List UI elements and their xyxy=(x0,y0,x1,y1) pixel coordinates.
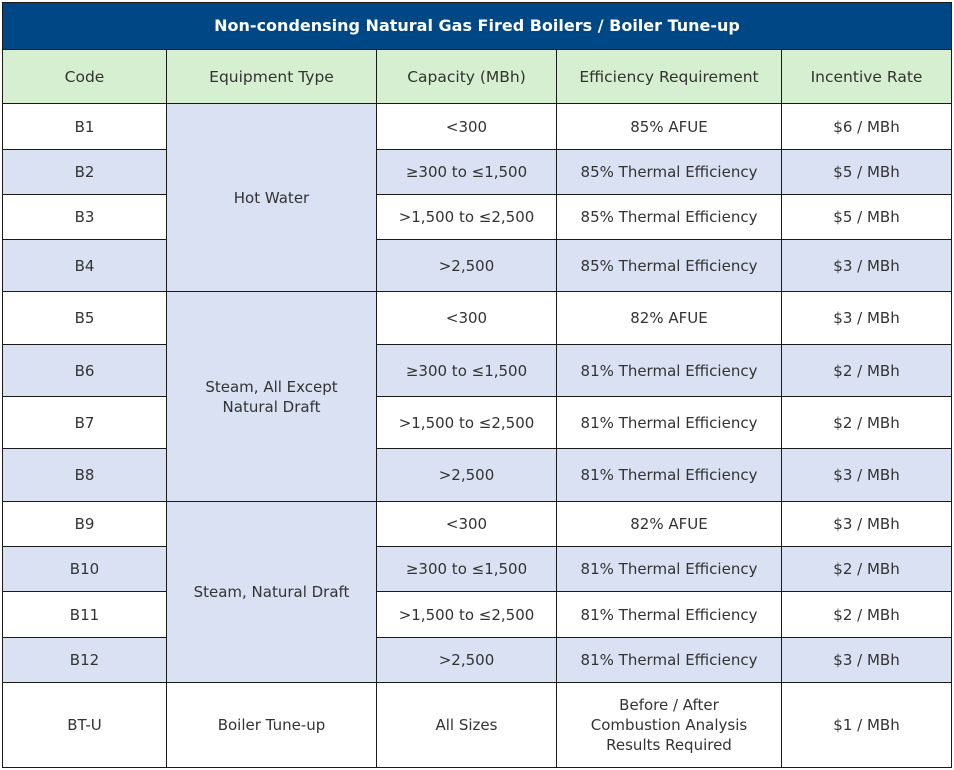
table-row: B2 ≥300 to ≤1,500 85% Thermal Efficiency $5… xyxy=(2,149,953,195)
efficiency-cell: 81% Thermal Efficiency xyxy=(556,637,782,683)
equipment-type-cell: Steam, Natural Draft xyxy=(166,501,377,683)
table-title: Non-condensing Natural Gas Fired Boilers… xyxy=(1,2,953,50)
incentive-rate-cell: $2 / MBh xyxy=(780,546,953,592)
efficiency-cell: 82% AFUE xyxy=(556,501,782,547)
incentive-rate-cell: $2 / MBh xyxy=(780,344,953,397)
efficiency-cell: 81% Thermal Efficiency xyxy=(556,344,782,397)
table-row: B1 Hot Water <300 85% AFUE $6 / MBh xyxy=(2,103,953,292)
table-row: B10 ≥300 to ≤1,500 81% Thermal Efficiency $… xyxy=(2,546,953,592)
capacity-cell: >1,500 to ≤2,500 xyxy=(376,396,557,449)
code-cell: B8 xyxy=(2,448,167,502)
incentive-rate-cell: $2 / MBh xyxy=(780,396,953,449)
incentive-rate-cell: $3 / MBh xyxy=(780,291,953,345)
capacity-cell: >2,500 xyxy=(376,448,557,502)
table-row: B8 >2,500 81% Thermal Efficiency $3 / MBh xyxy=(2,448,953,502)
code-cell: B6 xyxy=(2,344,167,397)
capacity-cell: ≥300 to ≤1,500 xyxy=(376,344,557,397)
efficiency-cell: 85% Thermal Efficiency xyxy=(556,149,782,195)
table-row: B4 >2,500 85% Thermal Efficiency $3 / MBh xyxy=(2,239,953,292)
efficiency-cell: 82% AFUE xyxy=(556,291,782,345)
efficiency-cell: 81% Thermal Efficiency xyxy=(556,448,782,502)
code-cell: B12 xyxy=(2,637,167,683)
table-row: B11 >1,500 to ≤2,500 81% Thermal Efficienc… xyxy=(2,591,953,638)
incentive-rate-cell: $6 / MBh xyxy=(780,103,953,150)
equipment-type-cell: Hot Water xyxy=(166,103,377,292)
capacity-cell: ≥300 to ≤1,500 xyxy=(376,149,557,195)
capacity-cell: >2,500 xyxy=(376,239,557,292)
capacity-cell: <300 xyxy=(376,103,557,150)
table-row: B3 >1,500 to ≤2,500 85% Thermal Efficiency… xyxy=(2,194,953,240)
incentive-rate-cell: $2 / MBh xyxy=(780,591,953,638)
code-cell: B11 xyxy=(2,591,167,638)
code-cell: B7 xyxy=(2,396,167,449)
equipment-type-cell: Steam, All Except Natural Draft xyxy=(166,291,377,502)
table-body: B1 Hot Water <300 85% AFUE $6 / MBh B2 ≥300 to… xyxy=(2,103,953,768)
efficiency-cell: 85% AFUE xyxy=(556,103,782,150)
table-row: B9 Steam, Natural Draft <300 82% AFUE $3 / M… xyxy=(2,501,953,683)
code-cell: B1 xyxy=(2,103,167,150)
incentive-rate-cell: $3 / MBh xyxy=(780,239,953,292)
code-cell: B2 xyxy=(2,149,167,195)
capacity-cell: >1,500 to ≤2,500 xyxy=(376,591,557,638)
incentive-rate-cell: $3 / MBh xyxy=(780,448,953,502)
capacity-cell: ≥300 to ≤1,500 xyxy=(376,546,557,592)
header-row: Code Equipment Type Capacity (MBh) Efficien… xyxy=(2,49,953,104)
code-cell: B4 xyxy=(2,239,167,292)
code-cell: B3 xyxy=(2,194,167,240)
column-header-code: Code xyxy=(2,49,167,104)
capacity-cell: >2,500 xyxy=(376,637,557,683)
capacity-cell: <300 xyxy=(376,291,557,345)
capacity-cell: >1,500 to ≤2,500 xyxy=(376,194,557,240)
equipment-type-cell: Boiler Tune-up xyxy=(166,682,377,768)
column-header-efficiency-requirement: Efficiency Requirement xyxy=(556,49,782,104)
table-row: BT-U Boiler Tune-up All Sizes Before / Afte… xyxy=(2,682,953,768)
efficiency-cell: 81% Thermal Efficiency xyxy=(556,591,782,638)
column-header-equipment-type: Equipment Type xyxy=(166,49,377,104)
table-row: B12 >2,500 81% Thermal Efficiency $3 / MBh xyxy=(2,637,953,683)
code-cell: BT-U xyxy=(2,682,167,768)
column-header-incentive-rate: Incentive Rate xyxy=(780,49,953,104)
code-cell: B9 xyxy=(2,501,167,547)
table-row: B7 >1,500 to ≤2,500 81% Thermal Efficiency… xyxy=(2,396,953,449)
efficiency-cell: 81% Thermal Efficiency xyxy=(556,546,782,592)
efficiency-cell: 81% Thermal Efficiency xyxy=(556,396,782,449)
efficiency-cell: 85% Thermal Efficiency xyxy=(556,239,782,292)
code-cell: B5 xyxy=(2,291,167,345)
table-row: B5 Steam, All Except Natural Draft <300 82%… xyxy=(2,291,953,502)
incentive-rate-cell: $5 / MBh xyxy=(780,194,953,240)
table-row: B6 ≥300 to ≤1,500 81% Thermal Efficiency $2… xyxy=(2,344,953,397)
efficiency-cell: Before / After Combustion Analysis Resul… xyxy=(556,682,782,768)
capacity-cell: <300 xyxy=(376,501,557,547)
capacity-cell: All Sizes xyxy=(376,682,557,768)
incentive-rate-cell: $5 / MBh xyxy=(780,149,953,195)
column-header-capacity: Capacity (MBh) xyxy=(376,49,557,104)
incentive-rate-cell: $3 / MBh xyxy=(780,501,953,547)
incentive-rate-cell: $3 / MBh xyxy=(780,637,953,683)
incentive-rate-cell: $1 / MBh xyxy=(780,682,953,768)
code-cell: B10 xyxy=(2,546,167,592)
efficiency-cell: 85% Thermal Efficiency xyxy=(556,194,782,240)
